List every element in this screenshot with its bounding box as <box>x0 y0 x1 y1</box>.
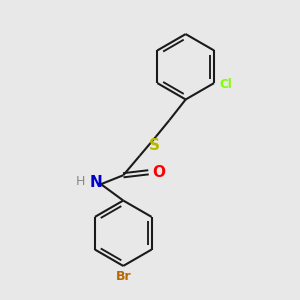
Text: H: H <box>76 175 86 188</box>
Text: Br: Br <box>116 270 131 284</box>
Text: O: O <box>152 165 165 180</box>
Text: N: N <box>89 175 102 190</box>
Text: Cl: Cl <box>219 78 232 91</box>
Text: S: S <box>149 138 160 153</box>
